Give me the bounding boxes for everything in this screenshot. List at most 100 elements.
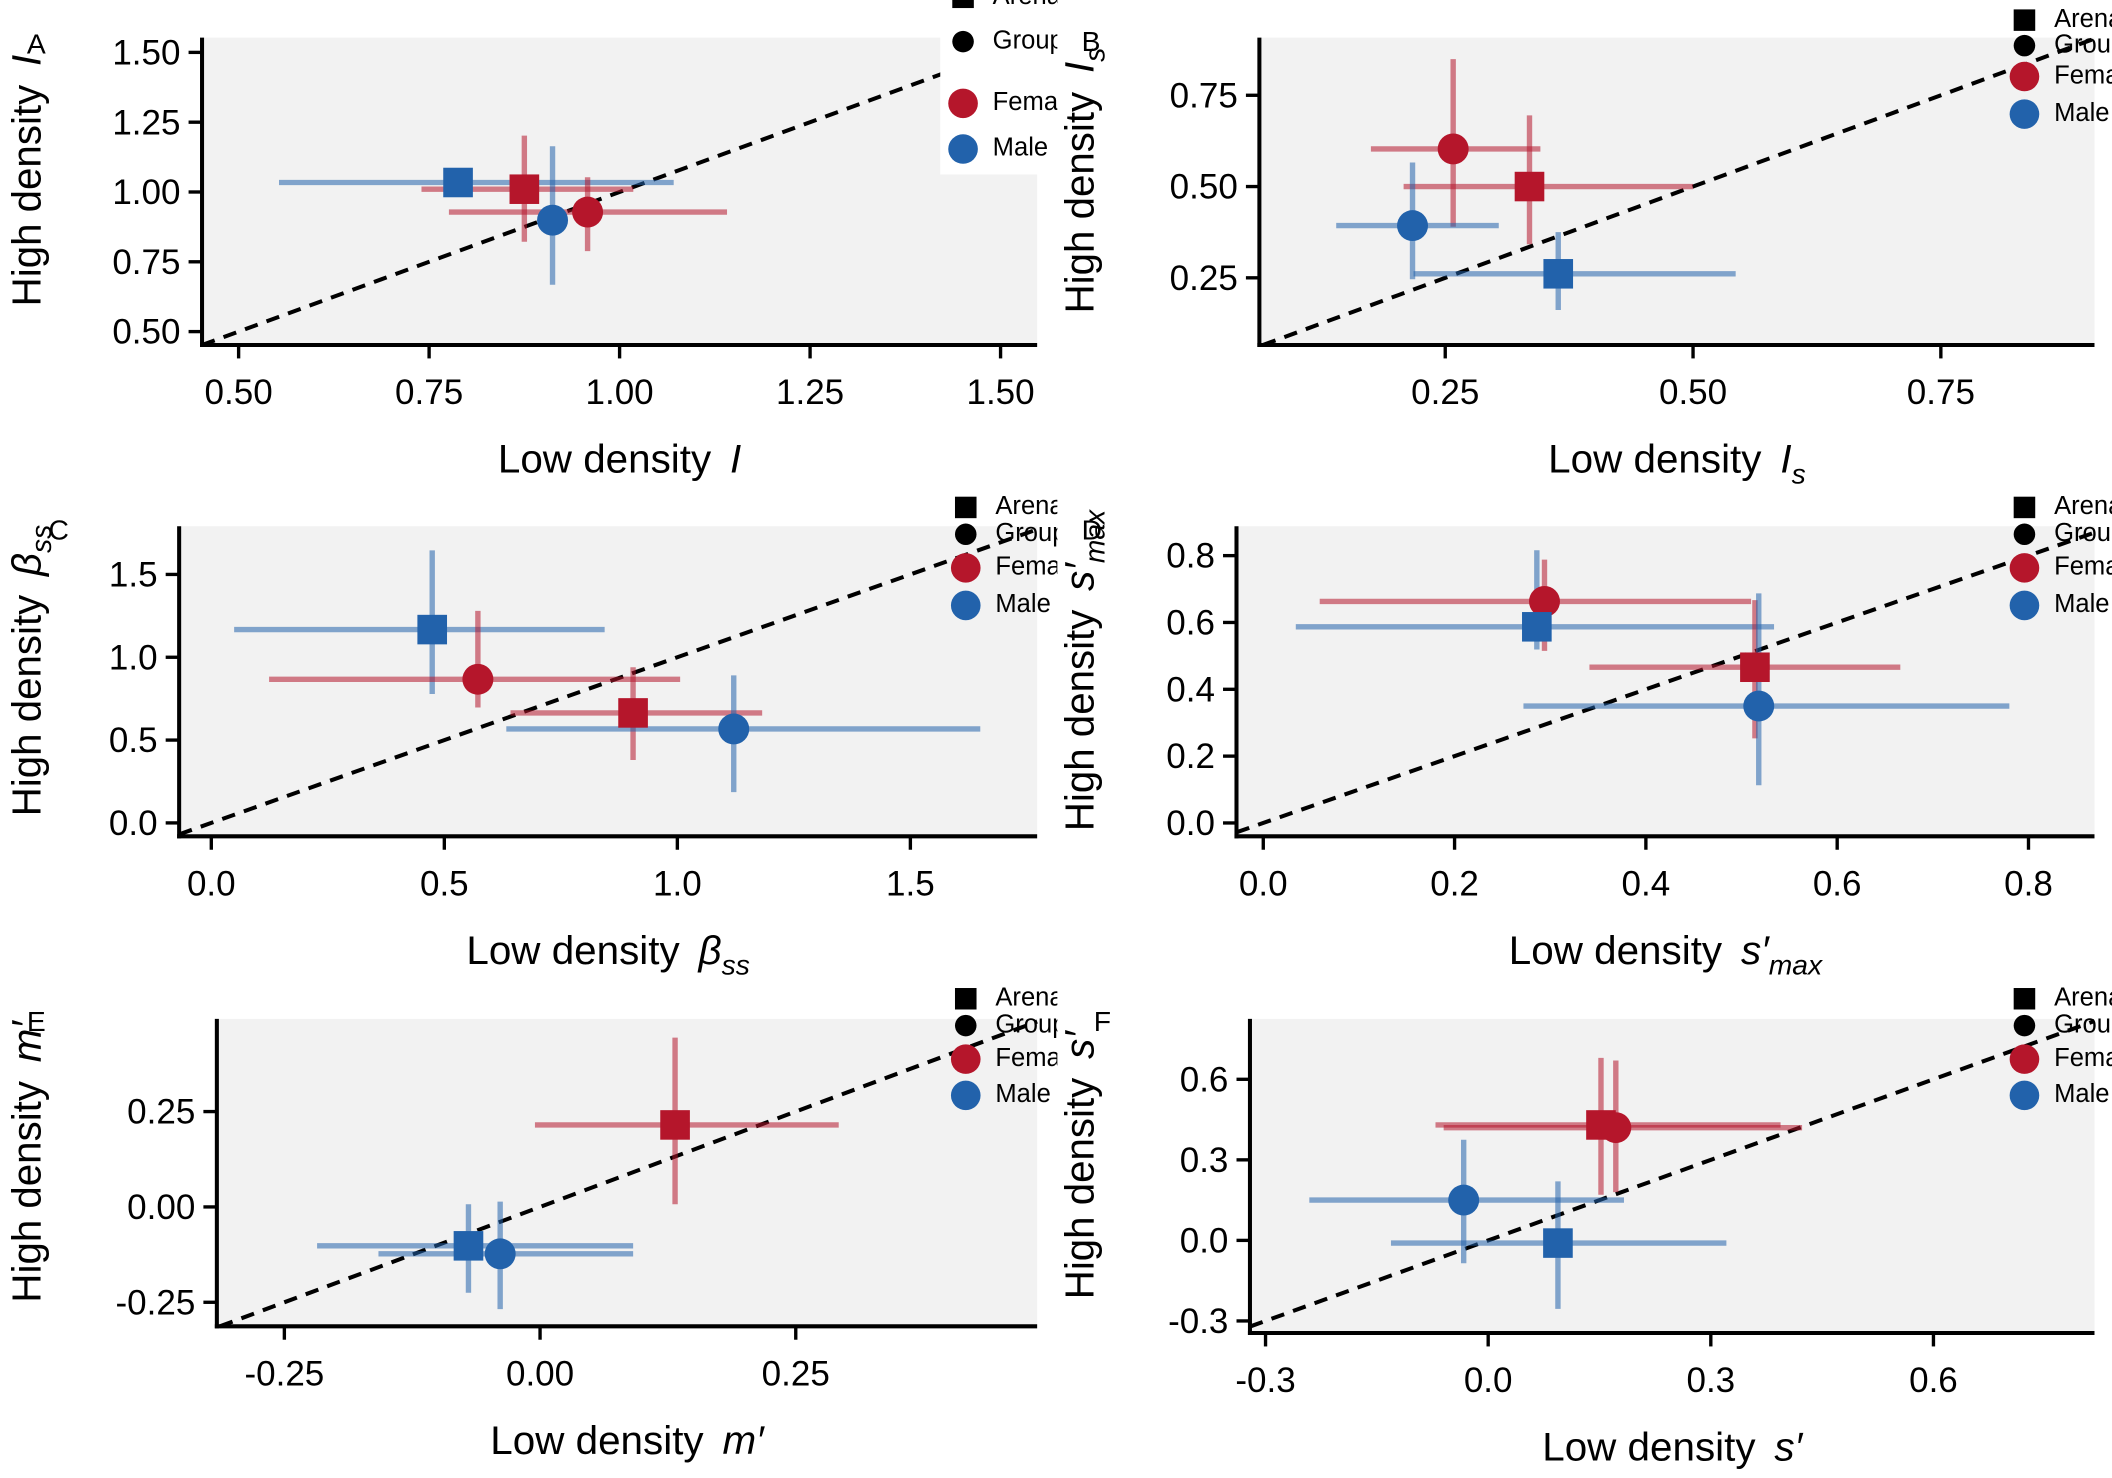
y-tick-label: 1.0 (109, 638, 158, 677)
x-tick-label: 0.3 (1686, 1361, 1735, 1400)
y-tick-label: 0.0 (109, 804, 158, 843)
legend-marker (2009, 61, 2040, 92)
axis-symbol: s′ (1057, 562, 1103, 591)
y-tick-label: 1.50 (112, 34, 180, 73)
axis-label-text: Low density (1509, 927, 1723, 973)
x-tick-label: 0.75 (395, 373, 463, 412)
y-tick-label: 0.75 (1170, 76, 1238, 115)
axis-label-text: High density (3, 1080, 49, 1302)
x-axis-label: Low density Is (1548, 436, 1806, 490)
axis-label-text: High density (3, 594, 49, 816)
legend-label: Male (995, 590, 1050, 618)
axis-symbol: s′ (1057, 1030, 1103, 1059)
axis-symbol: I (1780, 436, 1791, 482)
square-marker (417, 614, 448, 645)
plot-background (1249, 1018, 2095, 1334)
y-tick-label: 0.00 (127, 1188, 195, 1227)
y-axis-label: High density s′ (1057, 1030, 1103, 1299)
y-tick-label: -0.3 (1168, 1302, 1228, 1341)
legend-label: Group (2054, 1010, 2112, 1038)
circle-marker (484, 1238, 516, 1270)
x-tick-label: 0.00 (506, 1354, 574, 1393)
legend-label: Male (2054, 1080, 2109, 1108)
x-axis-label: Low density βss (466, 927, 750, 981)
axis-label-text: High density (1057, 91, 1103, 313)
legend-marker (948, 88, 978, 119)
x-tick-label: 0.50 (205, 373, 273, 412)
square-marker (660, 1110, 690, 1140)
axis-symbol: s′ (1774, 1424, 1803, 1470)
x-tick-label: 0.5 (420, 864, 469, 903)
legend-label: Female (995, 553, 1080, 581)
panel-letter: A (27, 28, 46, 60)
legend-marker (950, 1044, 981, 1074)
axis-symbol-sub: s (1078, 48, 1110, 62)
panel: 0.50 0.75 1.00 1.25 1.50 0.50 0.75 1.00 1.25 1.50… (3, 0, 1057, 482)
circle-marker (1600, 1112, 1632, 1144)
y-axis-label: High density βss (3, 525, 57, 817)
axis-symbol-sub: s (1792, 457, 1806, 489)
x-axis-label: Low density I (498, 436, 741, 482)
legend-label: Group (995, 1010, 1066, 1038)
circle-marker (1529, 585, 1560, 617)
y-tick-label: 0.6 (1180, 1060, 1229, 1099)
axis-label-text: Low density (466, 927, 680, 973)
x-tick-label: 0.0 (187, 864, 236, 903)
legend-label: Male (995, 1080, 1050, 1108)
legend-label: Female (2054, 553, 2112, 581)
panel-letter: F (1094, 1005, 1111, 1037)
y-tick-label: 0.4 (1166, 670, 1215, 709)
x-tick-label: 0.6 (1909, 1361, 1958, 1400)
x-axis-label: Low density s′max (1509, 927, 1823, 981)
x-tick-label: 0.8 (2004, 864, 2053, 903)
x-tick-label: 0.75 (1907, 373, 1975, 412)
legend-marker (952, 30, 974, 53)
legend-label: Arena (995, 492, 1064, 520)
y-axis-label: High density m′ (3, 1020, 49, 1303)
x-tick-label: 1.00 (586, 373, 654, 412)
x-tick-label: 1.50 (966, 373, 1034, 412)
x-tick-label: 0.25 (762, 1354, 830, 1393)
axis-symbol: β (3, 553, 49, 577)
square-marker (1522, 612, 1552, 642)
y-tick-label: 0.25 (127, 1093, 195, 1132)
legend-label: Male (2054, 590, 2109, 618)
legend-marker (954, 988, 977, 1010)
y-axis-label: High density Is (1057, 48, 1111, 314)
legend-marker (954, 496, 977, 519)
axis-symbol: m′ (722, 1417, 765, 1463)
legend-marker (2009, 590, 2040, 621)
legend-label: Group (995, 519, 1066, 547)
y-axis-label: High density s′max (1057, 509, 1111, 831)
circle-marker (1743, 690, 1775, 722)
square-marker (1543, 1228, 1573, 1258)
y-tick-label: 0.50 (112, 313, 180, 352)
y-tick-label: 1.00 (112, 173, 180, 212)
plot-background (1236, 526, 2095, 837)
legend-label: Arena (2054, 492, 2112, 520)
circle-marker (718, 713, 750, 745)
y-tick-label: 1.25 (112, 103, 180, 142)
legend-marker (2013, 988, 2036, 1010)
legend-marker (2013, 496, 2036, 519)
panel: 0.0 0.2 0.4 0.6 0.8 0.0 0.2 0.4 0.6 0.8 Low densit… (1057, 492, 2112, 980)
y-tick-label: 0.50 (1170, 168, 1238, 207)
legend-marker (2013, 34, 2036, 57)
legend-label: Arena (2054, 5, 2112, 33)
legend-marker (2009, 1080, 2040, 1111)
circle-marker (1437, 133, 1469, 165)
square-marker (1740, 652, 1770, 683)
legend-label: Female (995, 1044, 1080, 1072)
panel-letter: B (1082, 25, 1101, 57)
y-tick-label: -0.25 (116, 1283, 196, 1322)
legend-marker (2013, 1014, 2036, 1037)
axis-label-text: Low density (498, 436, 712, 482)
legend-marker (948, 134, 978, 164)
y-tick-label: 0.0 (1180, 1222, 1229, 1261)
